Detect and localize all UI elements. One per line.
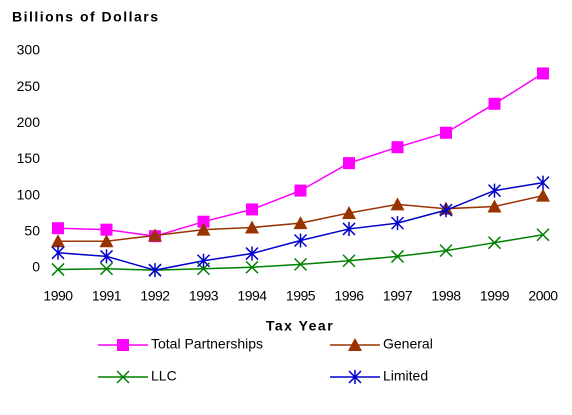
legend-marker: [116, 370, 130, 384]
data-point: [293, 216, 308, 230]
data-point: [196, 222, 211, 236]
x-tick-label: 1990: [43, 288, 73, 304]
data-point: [343, 157, 355, 170]
data-point: [293, 233, 308, 248]
series-line: [57, 72, 544, 237]
y-tick-label: 50: [24, 223, 40, 239]
data-point: [439, 244, 453, 258]
data-point: [100, 223, 113, 236]
x-tick-label: 1998: [431, 288, 461, 304]
legend-marker: [348, 370, 362, 384]
data-point: [342, 254, 356, 268]
x-tick-label: 1993: [189, 288, 219, 304]
legend-marker: [348, 338, 362, 351]
data-point: [245, 246, 259, 261]
x-axis-label: Tax Year: [266, 318, 334, 334]
data-point: [487, 236, 502, 250]
x-tick-label: 2000: [528, 288, 558, 304]
data-point: [390, 216, 405, 231]
data-point: [197, 215, 210, 228]
y-tick-label: 300: [17, 42, 41, 58]
legend-label: Total Partnerships: [151, 336, 263, 352]
data-point: [537, 67, 549, 80]
y-tick-label: 100: [17, 186, 41, 202]
data-point: [293, 257, 308, 271]
data-point: [439, 203, 453, 218]
y-tick-label: 0: [32, 259, 40, 275]
data-point: [99, 234, 114, 248]
data-point: [245, 260, 259, 274]
data-point: [342, 221, 356, 236]
data-point: [536, 188, 550, 202]
data-point: [390, 249, 405, 263]
y-tick-label: 150: [17, 150, 41, 166]
data-point: [245, 220, 259, 234]
data-point: [536, 175, 550, 190]
x-tick-label: 1991: [92, 288, 122, 304]
y-tick-label: 250: [17, 78, 41, 94]
data-point: [536, 228, 550, 242]
y-axis-label: Billions of Dollars: [12, 9, 160, 25]
y-tick-label: 200: [17, 114, 41, 130]
data-point: [488, 97, 501, 110]
data-point: [51, 245, 65, 260]
data-point: [52, 222, 64, 235]
legend-label: LLC: [151, 368, 177, 384]
data-point: [440, 126, 452, 139]
legend-marker: [117, 339, 129, 351]
x-tick-label: 1992: [140, 288, 170, 304]
data-point: [51, 234, 65, 248]
data-point: [148, 228, 162, 242]
data-point: [390, 197, 405, 211]
data-point: [148, 263, 162, 278]
data-point: [246, 203, 258, 216]
data-point: [99, 249, 114, 264]
data-point: [51, 262, 65, 276]
x-tick-label: 1996: [334, 288, 364, 304]
data-point: [342, 206, 356, 220]
x-tick-label: 1994: [237, 288, 267, 304]
data-point: [99, 262, 114, 276]
legend-label: Limited: [383, 368, 428, 384]
x-tick-label: 1997: [383, 288, 413, 304]
data-point: [391, 141, 404, 154]
data-point: [294, 184, 307, 197]
x-tick-label: 1999: [480, 288, 510, 304]
data-point: [487, 183, 502, 198]
data-point: [196, 253, 211, 268]
data-point: [487, 199, 502, 213]
legend-label: General: [383, 336, 433, 352]
x-tick-label: 1995: [286, 288, 316, 304]
